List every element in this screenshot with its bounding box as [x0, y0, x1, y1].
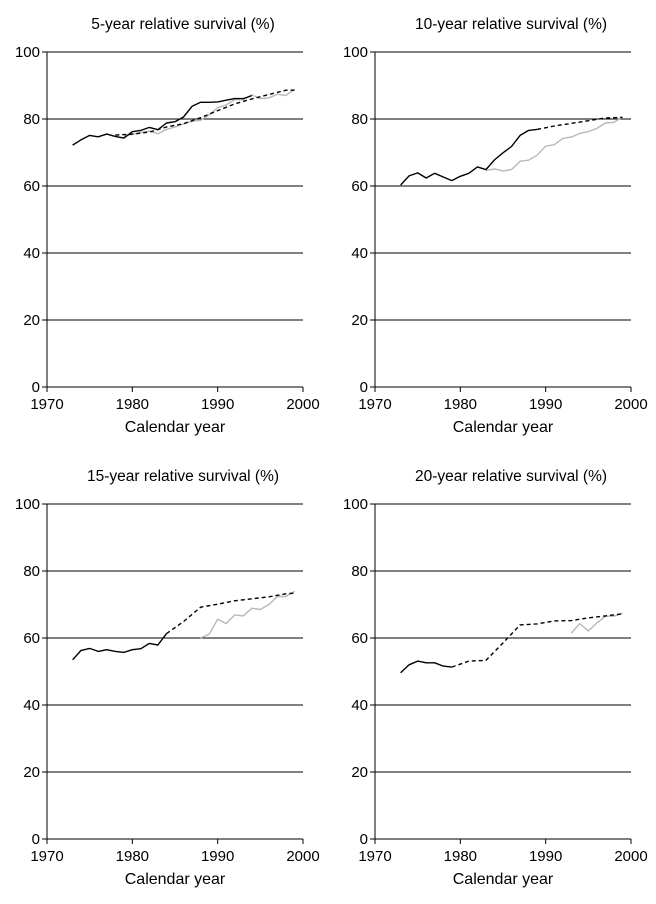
- chart-title: 15-year relative survival (%): [87, 468, 279, 485]
- y-tick-label: 100: [343, 496, 368, 513]
- chart-panel-4: 20-year relative survival (%) 0 20 40 60 80 10…: [328, 452, 656, 904]
- y-tick-label: 40: [351, 697, 368, 714]
- x-tick-label: 1990: [201, 396, 234, 413]
- chart-panel-3: 15-year relative survival (%) 0 20 40 60 80 10…: [0, 452, 328, 904]
- x-tick-label: 1980: [444, 848, 477, 865]
- chart-svg: 15-year relative survival (%) 0 20 40 60 80 10…: [15, 468, 320, 888]
- x-tick-label: 1970: [358, 848, 391, 865]
- chart-title: 20-year relative survival (%): [415, 468, 607, 485]
- chart-svg: 5-year relative survival (%) 0 20 40 60 80 100…: [15, 16, 320, 436]
- chart-panel-2: 10-year relative survival (%) 0 20 40 60 80 10…: [328, 0, 656, 452]
- x-axis-label: Calendar year: [125, 419, 226, 436]
- y-tick-label: 80: [23, 563, 40, 580]
- series-line-solid-black: [400, 660, 452, 674]
- series-line-solid-black: [72, 94, 253, 146]
- x-tick-label: 2000: [286, 848, 319, 865]
- x-axis-label: Calendar year: [453, 419, 554, 436]
- x-tick-label: 1970: [358, 396, 391, 413]
- y-tick-label: 60: [23, 630, 40, 647]
- y-tick-label: 60: [351, 178, 368, 195]
- x-tick-label: 2000: [286, 396, 319, 413]
- y-tick-label: 80: [351, 111, 368, 128]
- series-line-solid-black: [400, 128, 538, 186]
- y-tick-label: 0: [360, 831, 368, 848]
- x-tick-label: 1980: [444, 396, 477, 413]
- y-tick-label: 60: [23, 178, 40, 195]
- series-line-dashed-black: [166, 592, 295, 635]
- chart-title: 5-year relative survival (%): [91, 16, 274, 33]
- y-tick-label: 40: [23, 697, 40, 714]
- series-line-dashed-black: [451, 613, 623, 668]
- x-axis-label: Calendar year: [125, 871, 226, 888]
- series-line-dashed-black: [115, 89, 295, 136]
- y-tick-label: 20: [351, 764, 368, 781]
- series-line-solid-black: [72, 633, 168, 661]
- x-tick-label: 2000: [614, 848, 647, 865]
- y-tick-label: 0: [32, 831, 40, 848]
- series-line-solid-grey: [485, 116, 623, 172]
- x-tick-label: 1970: [30, 396, 63, 413]
- chart-title: 10-year relative survival (%): [415, 16, 607, 33]
- x-tick-label: 1970: [30, 848, 63, 865]
- y-tick-label: 80: [351, 563, 368, 580]
- y-tick-label: 20: [23, 312, 40, 329]
- series-line-dashed-black: [536, 116, 623, 131]
- chart-panel-1: 5-year relative survival (%) 0 20 40 60 80 100…: [0, 0, 328, 452]
- series-line-solid-grey: [200, 590, 295, 639]
- y-tick-label: 100: [343, 44, 368, 61]
- chart-svg: 10-year relative survival (%) 0 20 40 60 80 10…: [343, 16, 648, 436]
- x-tick-label: 1990: [529, 848, 562, 865]
- y-tick-label: 20: [23, 764, 40, 781]
- y-tick-label: 0: [360, 379, 368, 396]
- x-tick-label: 1990: [201, 848, 234, 865]
- y-tick-label: 0: [32, 379, 40, 396]
- x-tick-label: 1980: [116, 848, 149, 865]
- x-axis-label: Calendar year: [453, 871, 554, 888]
- series-line-solid-grey: [570, 612, 623, 634]
- y-tick-label: 40: [23, 245, 40, 262]
- chart-svg: 20-year relative survival (%) 0 20 40 60 80 10…: [343, 468, 648, 888]
- y-tick-label: 100: [15, 44, 40, 61]
- x-tick-label: 2000: [614, 396, 647, 413]
- y-tick-label: 20: [351, 312, 368, 329]
- x-tick-label: 1990: [529, 396, 562, 413]
- y-tick-label: 40: [351, 245, 368, 262]
- y-tick-label: 100: [15, 496, 40, 513]
- series-line-solid-grey: [123, 88, 295, 137]
- y-tick-label: 80: [23, 111, 40, 128]
- y-tick-label: 60: [351, 630, 368, 647]
- x-tick-label: 1980: [116, 396, 149, 413]
